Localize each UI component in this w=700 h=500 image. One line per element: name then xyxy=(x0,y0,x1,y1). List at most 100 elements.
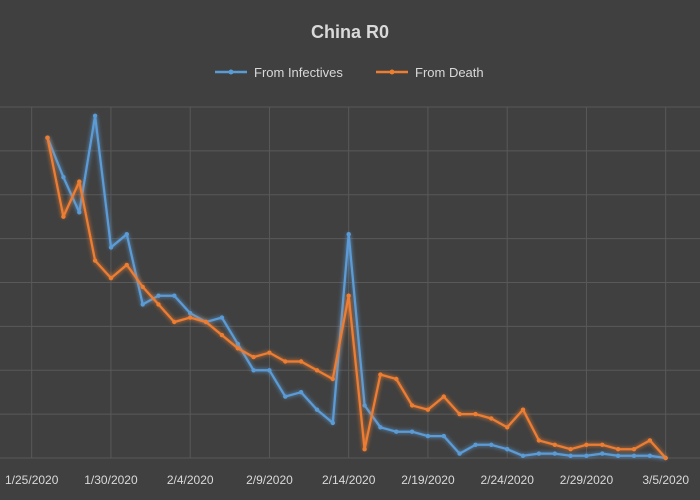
x-tick-label: 2/4/2020 xyxy=(167,473,214,487)
data-point xyxy=(584,453,589,458)
data-point xyxy=(235,346,240,351)
legend: From Infectives From Death xyxy=(215,65,484,80)
series-infectives xyxy=(45,113,668,461)
chart-title: China R0 xyxy=(311,22,389,42)
data-point xyxy=(45,135,50,140)
x-tick-label: 1/30/2020 xyxy=(84,473,138,487)
data-point xyxy=(172,319,177,325)
data-point xyxy=(536,451,542,456)
data-point xyxy=(77,179,82,184)
data-point xyxy=(124,232,129,237)
data-point xyxy=(314,368,320,373)
data-point xyxy=(314,407,320,412)
data-point xyxy=(520,453,526,458)
data-point xyxy=(140,284,145,290)
series-death xyxy=(45,135,668,461)
data-point xyxy=(92,113,98,119)
x-tick-label: 3/5/2020 xyxy=(642,473,689,487)
series-layer xyxy=(45,113,668,461)
data-point xyxy=(600,451,605,456)
data-point xyxy=(441,433,446,439)
data-point xyxy=(330,420,335,426)
data-point xyxy=(409,403,415,408)
x-tick-label: 2/9/2020 xyxy=(246,473,293,487)
data-point xyxy=(251,354,256,360)
data-point xyxy=(663,455,668,461)
data-point xyxy=(615,447,621,452)
data-point xyxy=(203,319,209,325)
data-point xyxy=(298,359,304,364)
data-point xyxy=(283,394,288,399)
data-point xyxy=(505,447,510,452)
data-point xyxy=(600,442,605,447)
data-point xyxy=(124,262,129,268)
data-point xyxy=(362,447,367,452)
series-line xyxy=(46,114,666,460)
data-point xyxy=(584,442,589,447)
legend-label-death: From Death xyxy=(415,65,484,80)
data-point xyxy=(283,359,288,364)
data-point xyxy=(552,442,557,447)
data-point xyxy=(552,451,557,456)
data-point xyxy=(267,350,272,355)
x-tick-label: 2/14/2020 xyxy=(322,473,376,487)
data-point xyxy=(647,453,653,458)
gridlines xyxy=(0,106,700,459)
data-point xyxy=(378,425,383,430)
data-point xyxy=(505,425,510,430)
data-point xyxy=(568,447,573,452)
data-point xyxy=(172,293,177,298)
data-point xyxy=(298,390,304,395)
data-point xyxy=(61,214,66,219)
data-point xyxy=(219,332,225,338)
data-point xyxy=(473,411,478,417)
data-point xyxy=(631,447,637,452)
data-point xyxy=(346,293,351,298)
data-point xyxy=(457,411,462,417)
data-point xyxy=(362,403,367,408)
data-point xyxy=(219,315,225,320)
data-point xyxy=(251,368,256,373)
legend-item-death: From Death xyxy=(376,65,484,80)
data-point xyxy=(267,368,272,373)
data-point xyxy=(156,302,161,307)
data-point xyxy=(489,416,494,421)
data-point xyxy=(457,451,462,456)
data-point xyxy=(489,442,494,447)
x-tick-label: 2/19/2020 xyxy=(401,473,455,487)
data-point xyxy=(536,438,542,443)
data-point xyxy=(425,433,431,439)
data-point xyxy=(140,302,145,307)
x-tick-label: 2/24/2020 xyxy=(481,473,535,487)
data-point xyxy=(77,210,82,215)
data-point xyxy=(188,315,193,320)
data-point xyxy=(568,453,573,458)
data-point xyxy=(425,407,431,412)
data-point xyxy=(520,407,526,412)
legend-marker-death xyxy=(389,69,395,75)
x-tick-label: 2/29/2020 xyxy=(560,473,614,487)
data-point xyxy=(647,438,653,443)
data-point xyxy=(441,394,446,399)
data-point xyxy=(330,376,335,382)
data-point xyxy=(108,245,114,250)
data-point xyxy=(346,232,351,237)
data-point xyxy=(92,258,98,263)
data-point xyxy=(188,311,193,316)
data-point xyxy=(235,341,240,347)
data-point xyxy=(61,175,66,180)
data-point xyxy=(409,429,415,434)
legend-label-infectives: From Infectives xyxy=(254,65,343,80)
x-tick-label: 1/25/2020 xyxy=(5,473,59,487)
legend-marker-infectives xyxy=(228,69,234,75)
data-point xyxy=(378,372,383,377)
data-point xyxy=(615,453,621,458)
data-point xyxy=(473,442,478,447)
series-line xyxy=(46,137,667,459)
data-point xyxy=(631,453,637,458)
data-point xyxy=(394,376,399,382)
data-point xyxy=(394,429,399,434)
x-axis-tick-labels: 1/25/2020 1/30/2020 2/4/2020 2/9/2020 2/14/2… xyxy=(5,473,689,487)
